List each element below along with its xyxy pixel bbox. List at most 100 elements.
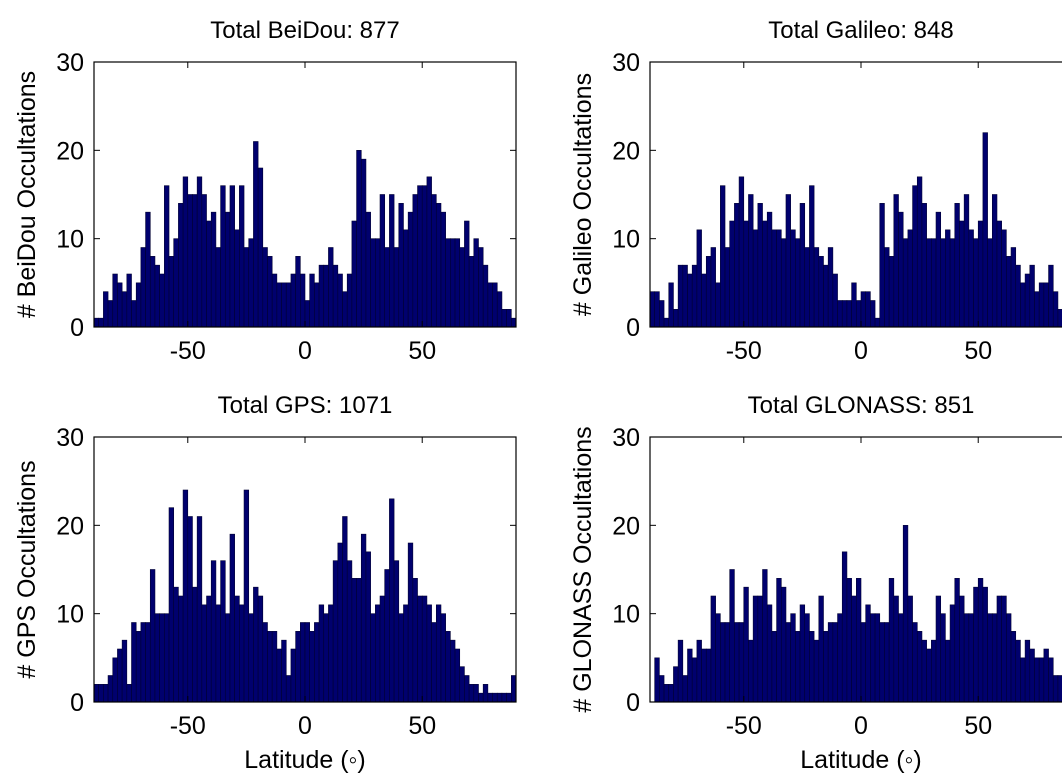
bar xyxy=(403,604,409,702)
bar xyxy=(384,247,390,327)
bar xyxy=(1038,282,1045,327)
bar xyxy=(720,622,726,702)
bar xyxy=(790,613,796,702)
bar xyxy=(771,631,777,702)
bar xyxy=(865,291,871,327)
bar xyxy=(813,639,820,702)
bar xyxy=(752,229,759,327)
bar xyxy=(300,273,306,327)
bar xyxy=(370,238,376,327)
bar xyxy=(893,194,899,327)
bar xyxy=(729,569,735,702)
bar xyxy=(407,542,414,702)
bar xyxy=(164,185,170,327)
bar xyxy=(1010,631,1017,702)
bar xyxy=(959,220,965,327)
bar xyxy=(285,282,292,327)
glonass-ylabel: # GLONASS Occultations xyxy=(569,426,597,712)
bar xyxy=(201,604,207,702)
x-tick-label: -50 xyxy=(170,337,206,365)
bar xyxy=(710,247,716,327)
bar xyxy=(870,613,876,702)
bar xyxy=(210,560,217,702)
bar xyxy=(1024,639,1031,702)
bar xyxy=(370,613,376,702)
bar xyxy=(187,516,193,702)
bar xyxy=(743,220,749,327)
bar xyxy=(421,185,428,327)
bar xyxy=(346,273,353,327)
bar xyxy=(1034,291,1040,327)
y-tick-label: 20 xyxy=(56,137,84,165)
bar xyxy=(440,613,446,702)
bar xyxy=(145,622,151,702)
bar xyxy=(164,613,170,702)
bar xyxy=(506,692,512,702)
bar xyxy=(384,569,390,702)
bar xyxy=(1052,675,1059,702)
bar xyxy=(832,273,838,327)
bar xyxy=(337,273,343,327)
bar xyxy=(365,211,371,327)
bar xyxy=(799,203,806,327)
bar xyxy=(328,247,334,327)
bar xyxy=(435,604,442,702)
bar xyxy=(318,604,325,702)
bar xyxy=(126,273,132,327)
bar xyxy=(785,194,791,327)
galileo-title: Total Galileo: 848 xyxy=(768,17,953,44)
bar xyxy=(276,282,282,327)
bar xyxy=(921,639,927,702)
bar xyxy=(851,595,857,702)
bar xyxy=(192,194,198,327)
bar xyxy=(154,264,160,327)
bar xyxy=(346,560,353,702)
bar xyxy=(757,595,763,702)
bar xyxy=(356,578,362,702)
bar xyxy=(762,220,768,327)
bar xyxy=(780,238,787,327)
bar xyxy=(332,560,339,702)
bar xyxy=(1029,648,1035,702)
bar xyxy=(884,622,890,702)
x-tick-label: -50 xyxy=(170,712,206,740)
x-tick-label: 0 xyxy=(854,337,868,365)
y-tick-label: 30 xyxy=(612,49,640,77)
bar xyxy=(154,613,160,702)
bar xyxy=(243,247,250,327)
galileo-panel: 0 10 20 30 -50 0 50 Total Galileo: 848 # Galileo… xyxy=(569,17,1062,365)
bar xyxy=(931,238,937,327)
bar xyxy=(149,569,156,702)
bar xyxy=(412,578,418,702)
bar xyxy=(996,220,1002,327)
bar xyxy=(159,273,165,327)
y-tick-label: 20 xyxy=(612,137,640,165)
bar xyxy=(398,203,404,327)
bar xyxy=(954,578,960,702)
bar xyxy=(705,648,712,702)
bar xyxy=(1057,309,1062,327)
bar xyxy=(902,238,909,327)
bar xyxy=(846,578,852,702)
bar xyxy=(262,622,268,702)
bar xyxy=(220,560,226,702)
bar xyxy=(1057,675,1062,702)
bar xyxy=(281,639,287,702)
bar xyxy=(996,595,1002,702)
bar xyxy=(879,622,885,702)
bar xyxy=(1020,657,1026,702)
bar xyxy=(257,167,264,327)
bar xyxy=(271,273,278,327)
bar xyxy=(487,282,493,327)
bar xyxy=(375,238,381,327)
bar xyxy=(182,489,189,702)
bar xyxy=(945,639,951,702)
bar xyxy=(192,586,198,702)
gps-panel: 0 10 20 30 -50 0 50 Total GPS: 1071 # GPS Occult… xyxy=(13,392,517,773)
bar xyxy=(206,595,212,702)
bar xyxy=(691,657,698,702)
x-tick-label: 0 xyxy=(854,712,868,740)
bar xyxy=(968,229,974,327)
bar xyxy=(823,631,829,702)
